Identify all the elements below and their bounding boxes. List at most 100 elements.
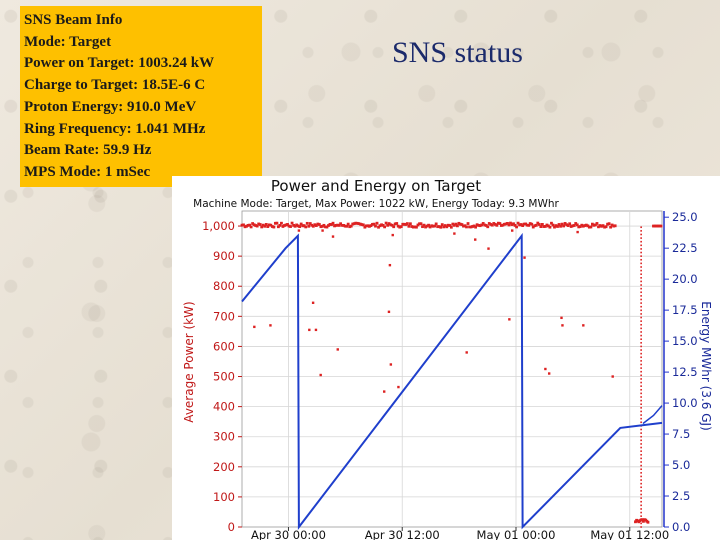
power-point — [443, 224, 447, 227]
power-point — [369, 224, 373, 227]
power-point — [299, 222, 303, 226]
power-point — [640, 255, 642, 257]
power-point — [307, 224, 311, 228]
power-point — [646, 520, 650, 524]
power-point — [284, 223, 288, 227]
power-point — [653, 224, 657, 228]
power-point — [530, 222, 534, 226]
power-point — [586, 224, 590, 228]
power-point — [442, 225, 446, 229]
power-point — [640, 490, 642, 492]
power-point — [336, 223, 339, 227]
power-point — [547, 224, 550, 228]
x-tick-label: May 01 00:00 — [477, 528, 556, 540]
power-point — [583, 224, 587, 227]
power-point — [440, 223, 444, 227]
power-point — [515, 225, 518, 229]
power-point — [640, 309, 642, 312]
power-point — [640, 479, 642, 481]
power-point — [640, 461, 642, 463]
y2-tick-label: 25.0 — [672, 210, 698, 224]
power-point — [402, 222, 406, 226]
power-point — [468, 225, 471, 229]
right-axis-ticks: 0.0 2.5 5.0 7.5 10.0 12.5 15.0 17.5 20.0 22.5 25.0 — [664, 210, 698, 534]
power-point — [393, 222, 397, 226]
power-point — [640, 360, 642, 362]
power-point — [551, 223, 555, 227]
power-point — [534, 223, 538, 227]
y-tick-label: 200 — [213, 460, 235, 474]
power-point — [490, 223, 494, 227]
power-point — [412, 225, 415, 229]
power-outlier-point — [453, 232, 456, 235]
beam-info-proton-energy: Proton Energy: 910.0 MeV — [24, 98, 197, 115]
power-point — [640, 464, 642, 467]
power-point — [245, 224, 248, 228]
power-point — [380, 223, 383, 227]
x-tick-label: Apr 30 12:00 — [365, 528, 440, 540]
power-point — [600, 224, 603, 228]
power-point — [328, 222, 332, 226]
power-point — [504, 222, 508, 226]
power-point — [640, 392, 642, 395]
power-point — [640, 298, 642, 301]
power-point — [640, 352, 642, 355]
power-point — [357, 222, 361, 226]
power-point — [462, 224, 465, 228]
power-point — [255, 224, 259, 228]
power-point — [575, 223, 579, 227]
power-point — [554, 224, 558, 228]
power-point — [261, 223, 265, 227]
power-point — [311, 224, 315, 228]
power-point — [375, 221, 379, 225]
power-point — [612, 224, 616, 228]
x-axis-ticks: Apr 30 00:00 Apr 30 12:00 May 01 00:00 May … — [251, 527, 669, 540]
power-point — [640, 486, 642, 489]
power-point — [592, 223, 596, 227]
power-point — [503, 222, 506, 226]
power-point — [640, 407, 642, 409]
power-point — [640, 493, 642, 496]
power-point — [459, 222, 462, 226]
power-point — [392, 225, 396, 229]
power-point — [446, 223, 450, 227]
power-point — [562, 224, 565, 228]
power-outlier-point — [511, 229, 514, 232]
power-point — [607, 222, 611, 226]
power-point — [267, 223, 271, 227]
power-point — [481, 222, 485, 225]
power-point — [422, 223, 426, 227]
power-point — [510, 223, 514, 226]
power-outlier-point — [560, 316, 563, 320]
power-point — [378, 224, 382, 228]
power-outlier-point — [387, 310, 391, 314]
power-point — [413, 225, 417, 229]
power-point — [404, 223, 408, 226]
power-point — [427, 223, 430, 227]
power-point — [512, 222, 515, 226]
power-point — [431, 224, 435, 228]
power-point — [390, 223, 394, 227]
power-point — [516, 221, 520, 225]
power-point — [640, 273, 642, 275]
power-point — [566, 224, 570, 227]
power-point — [270, 225, 274, 228]
power-point — [395, 222, 399, 225]
power-point — [563, 222, 567, 225]
power-outlier-point — [487, 247, 490, 250]
power-point — [606, 222, 609, 226]
power-point — [559, 224, 562, 228]
beam-info-power: Power on Target: 1003.24 kW — [24, 55, 215, 72]
power-point — [556, 225, 559, 228]
power-point — [536, 221, 540, 225]
power-point — [474, 225, 478, 229]
power-point — [383, 225, 386, 229]
power-point — [289, 225, 292, 228]
power-point — [360, 223, 364, 226]
power-point — [640, 497, 642, 499]
power-point — [349, 224, 353, 228]
power-outlier-point — [269, 324, 272, 327]
power-point — [317, 223, 321, 226]
power-point — [640, 370, 642, 373]
power-point — [640, 367, 642, 369]
